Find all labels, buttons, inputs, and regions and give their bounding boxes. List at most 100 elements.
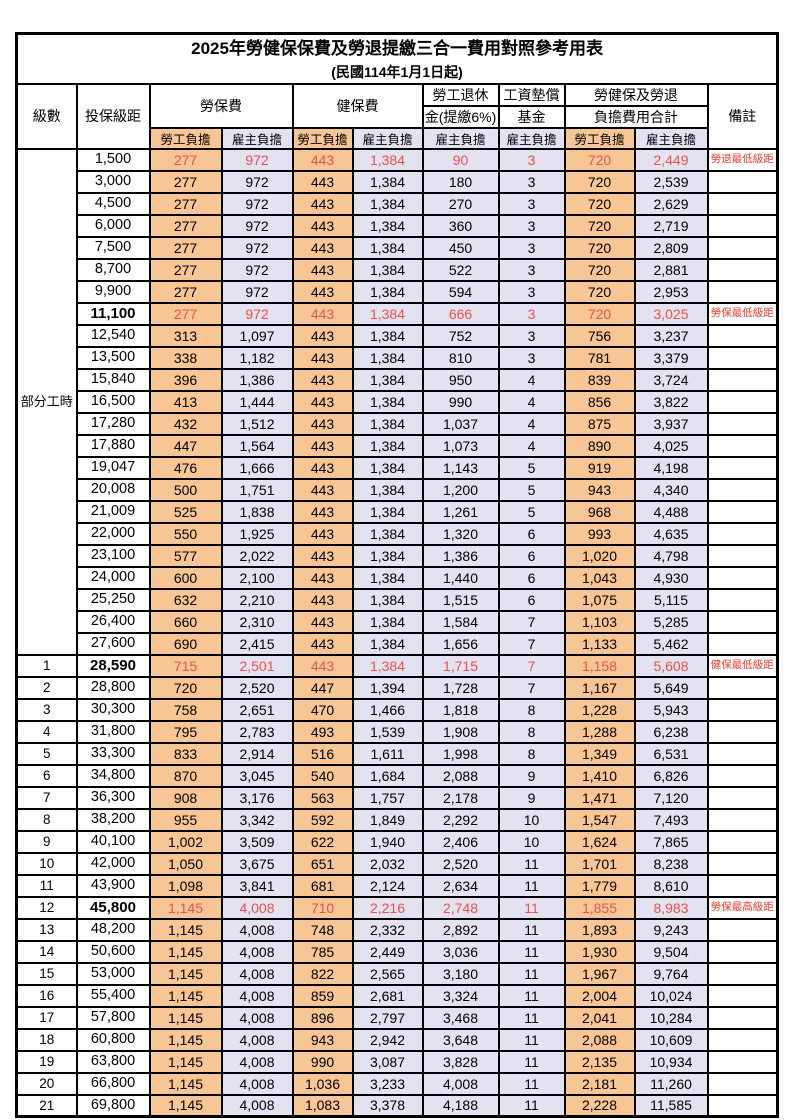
value-cell: 856 bbox=[563, 389, 636, 414]
value-cell: 720 bbox=[563, 235, 636, 260]
value-cell: 2,449 bbox=[633, 147, 709, 172]
value-cell: 5,608 bbox=[633, 653, 709, 678]
note-cell bbox=[706, 829, 779, 854]
note-cell bbox=[706, 675, 779, 700]
bracket-cell: 63,800 bbox=[75, 1049, 151, 1074]
value-cell: 660 bbox=[148, 609, 223, 634]
value-cell: 7 bbox=[497, 653, 566, 678]
table-row: 8,700 277 972 443 1,384 522 3 720 2,881 bbox=[17, 257, 779, 282]
value-cell: 2,942 bbox=[351, 1027, 424, 1052]
level-cell: 4 bbox=[15, 719, 78, 744]
table-row: 4 31,800 795 2,783 493 1,539 1,908 8 1,288 6,238 bbox=[15, 719, 779, 744]
value-cell: 443 bbox=[291, 279, 354, 304]
value-cell: 4,188 bbox=[421, 1093, 500, 1118]
value-cell: 781 bbox=[563, 345, 636, 370]
value-cell: 443 bbox=[291, 499, 354, 524]
value-cell: 1,384 bbox=[351, 169, 424, 194]
value-cell: 2,292 bbox=[421, 807, 500, 832]
bracket-cell: 27,600 bbox=[75, 631, 151, 656]
note-cell bbox=[706, 939, 779, 964]
table-row: 7,500 277 972 443 1,384 450 3 720 2,809 bbox=[17, 235, 779, 260]
table-row: 13,500 338 1,182 443 1,384 810 3 781 3,379 bbox=[17, 345, 779, 370]
value-cell: 1,384 bbox=[351, 499, 424, 524]
value-cell: 795 bbox=[148, 719, 223, 744]
value-cell: 1,818 bbox=[421, 697, 500, 722]
value-cell: 4,008 bbox=[220, 939, 294, 964]
value-cell: 8,610 bbox=[633, 873, 709, 898]
bracket-cell: 12,540 bbox=[75, 323, 151, 348]
value-cell: 1,075 bbox=[563, 587, 636, 612]
value-cell: 3,233 bbox=[351, 1071, 424, 1096]
value-cell: 11 bbox=[497, 1049, 566, 1074]
value-cell: 1,908 bbox=[421, 719, 500, 744]
note-cell bbox=[706, 565, 779, 590]
value-cell: 1,384 bbox=[351, 345, 424, 370]
value-cell: 9 bbox=[497, 785, 566, 810]
value-cell: 277 bbox=[148, 279, 223, 304]
note-cell bbox=[706, 1005, 779, 1030]
value-cell: 2,520 bbox=[220, 675, 294, 700]
table-row: 14 50,600 1,145 4,008 785 2,449 3,036 11 1,930 9,… bbox=[15, 939, 779, 964]
value-cell: 2,634 bbox=[421, 873, 500, 898]
value-cell: 4,008 bbox=[220, 1049, 294, 1074]
subheader-health-employer: 雇主負擔 bbox=[351, 126, 424, 150]
table-row: 7 36,300 908 3,176 563 1,757 2,178 9 1,471 7,120 bbox=[15, 785, 779, 810]
level-cell: 12 bbox=[15, 895, 78, 920]
bracket-cell: 7,500 bbox=[75, 235, 151, 260]
value-cell: 1,584 bbox=[421, 609, 500, 634]
level-cell: 10 bbox=[15, 851, 78, 876]
value-cell: 1,512 bbox=[220, 411, 294, 436]
value-cell: 4,930 bbox=[633, 565, 709, 590]
value-cell: 5,943 bbox=[633, 697, 709, 722]
table-row: 10 42,000 1,050 3,675 651 2,032 2,520 11 1,701 8,… bbox=[15, 851, 779, 876]
col-header-note: 備註 bbox=[706, 82, 779, 150]
table-row: 11,100 277 972 443 1,384 666 3 720 3,025 勞保最低級距 bbox=[17, 301, 779, 326]
value-cell: 3,025 bbox=[633, 301, 709, 326]
value-cell: 180 bbox=[421, 169, 500, 194]
level-cell: 3 bbox=[15, 697, 78, 722]
bracket-cell: 31,800 bbox=[75, 719, 151, 744]
value-cell: 1,728 bbox=[421, 675, 500, 700]
note-cell bbox=[706, 1093, 779, 1118]
value-cell: 810 bbox=[421, 345, 500, 370]
value-cell: 1,855 bbox=[563, 895, 636, 920]
note-cell bbox=[706, 807, 779, 832]
value-cell: 10 bbox=[497, 829, 566, 854]
value-cell: 313 bbox=[148, 323, 223, 348]
value-cell: 752 bbox=[421, 323, 500, 348]
value-cell: 690 bbox=[148, 631, 223, 656]
level-cell: 8 bbox=[15, 807, 78, 832]
value-cell: 4,798 bbox=[633, 543, 709, 568]
value-cell: 4,340 bbox=[633, 477, 709, 502]
value-cell: 277 bbox=[148, 147, 223, 172]
value-cell: 8,983 bbox=[633, 895, 709, 920]
value-cell: 1,145 bbox=[148, 961, 223, 986]
value-cell: 3,648 bbox=[421, 1027, 500, 1052]
note-cell bbox=[706, 191, 779, 216]
bracket-cell: 8,700 bbox=[75, 257, 151, 282]
value-cell: 8 bbox=[497, 697, 566, 722]
value-cell: 3 bbox=[497, 169, 566, 194]
bracket-cell: 25,250 bbox=[75, 587, 151, 612]
value-cell: 1,384 bbox=[351, 213, 424, 238]
value-cell: 550 bbox=[148, 521, 223, 546]
value-cell: 277 bbox=[148, 235, 223, 260]
table-row: 16,500 413 1,444 443 1,384 990 4 856 3,822 bbox=[17, 389, 779, 414]
value-cell: 443 bbox=[291, 587, 354, 612]
note-cell bbox=[706, 345, 779, 370]
value-cell: 3,324 bbox=[421, 983, 500, 1008]
note-cell bbox=[706, 543, 779, 568]
value-cell: 1,930 bbox=[563, 939, 636, 964]
value-cell: 443 bbox=[291, 389, 354, 414]
value-cell: 4,008 bbox=[220, 983, 294, 1008]
value-cell: 2,088 bbox=[421, 763, 500, 788]
note-cell bbox=[706, 719, 779, 744]
value-cell: 3,724 bbox=[633, 367, 709, 392]
value-cell: 4 bbox=[497, 411, 566, 436]
value-cell: 4,008 bbox=[220, 1093, 294, 1118]
value-cell: 2,022 bbox=[220, 543, 294, 568]
value-cell: 443 bbox=[291, 213, 354, 238]
value-cell: 681 bbox=[291, 873, 354, 898]
value-cell: 896 bbox=[291, 1005, 354, 1030]
